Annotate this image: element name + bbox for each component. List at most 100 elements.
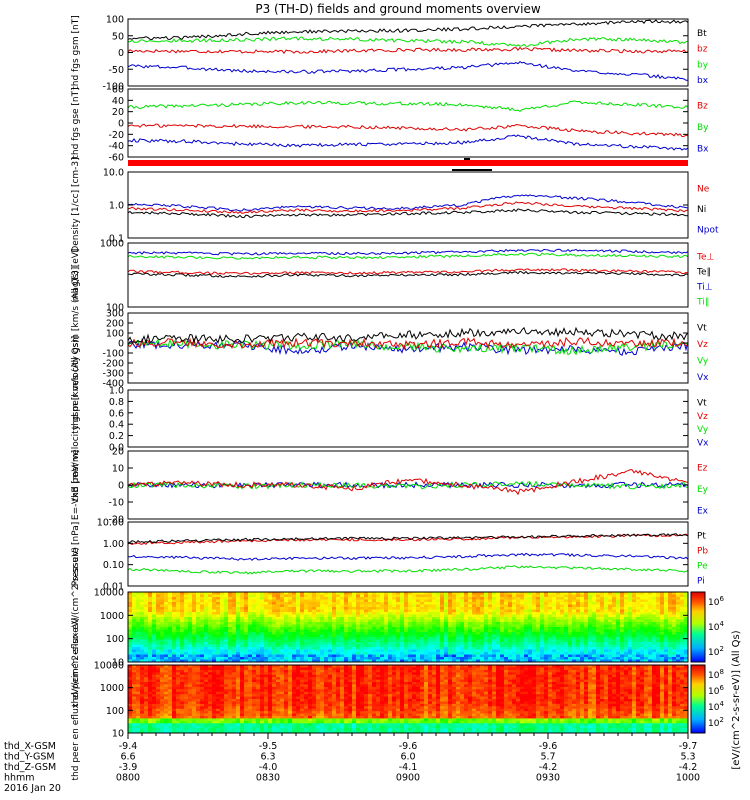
heatmap-cell [568, 652, 573, 655]
heatmap-cell [208, 711, 213, 715]
heatmap-cell [624, 607, 629, 610]
heatmap-cell [240, 597, 245, 600]
heatmap-cell [620, 614, 625, 618]
heatmap-cell [260, 617, 265, 620]
heatmap-cell [148, 711, 153, 715]
heatmap-cell [200, 686, 205, 690]
heatmap-cell [460, 602, 465, 605]
heatmap-cell [568, 634, 573, 638]
heatmap-cell [420, 642, 425, 645]
heatmap-cell [288, 614, 293, 618]
heatmap-cell [512, 597, 517, 600]
heatmap-cell [172, 718, 177, 722]
heatmap-cell [336, 624, 341, 628]
heatmap-cell [660, 639, 665, 643]
heatmap-cell [164, 691, 169, 695]
heatmap-cell [452, 609, 457, 613]
heatmap-cell [584, 604, 589, 608]
heatmap-cell [392, 634, 397, 638]
heatmap-cell [500, 592, 505, 595]
heatmap-cell [276, 632, 281, 635]
heatmap-cell [280, 629, 285, 633]
heatmap-cell [388, 654, 393, 658]
heatmap-cell [476, 637, 481, 640]
heatmap-cell [648, 597, 653, 600]
heatmap-cell [164, 718, 169, 722]
heatmap-cell [320, 632, 325, 635]
heatmap-cell [356, 652, 361, 655]
heatmap-cell [168, 642, 173, 645]
heatmap-cell [180, 629, 185, 633]
heatmap-cell [172, 647, 177, 650]
heatmap-cell [288, 642, 293, 645]
heatmap-cell [248, 619, 253, 623]
heatmap-cell [216, 654, 221, 658]
heatmap-cell [132, 639, 137, 643]
heatmap-cell [168, 612, 173, 615]
heatmap-cell [612, 614, 617, 618]
heatmap-cell [200, 602, 205, 605]
heatmap-cell [628, 634, 633, 638]
heatmap-cell [360, 604, 365, 608]
heatmap-cell [140, 592, 145, 595]
heatmap-cell [236, 644, 241, 648]
heatmap-cell [228, 730, 233, 734]
heatmap-cell [672, 594, 677, 598]
heatmap-cell [216, 632, 221, 635]
heatmap-cell [256, 604, 261, 608]
heatmap-cell [172, 594, 177, 598]
series-line-Ti∥ [127, 252, 689, 260]
heatmap-cell [216, 639, 221, 643]
heatmap-cell [180, 713, 185, 717]
heatmap-cell [192, 627, 197, 630]
legend-Te∥: Te∥ [696, 268, 711, 278]
heatmap-cell [164, 667, 169, 671]
heatmap-cell [348, 622, 353, 625]
heatmap-cell [148, 622, 153, 625]
heatmap-cell [252, 607, 257, 610]
heatmap-cell [184, 672, 189, 676]
y-tick-label: 100 [106, 15, 124, 26]
heatmap-cell [376, 659, 381, 663]
heatmap-cell [584, 632, 589, 635]
heatmap-cell [460, 649, 465, 653]
heatmap-cell [396, 599, 401, 603]
heatmap-cell [584, 649, 589, 653]
heatmap-cell [628, 632, 633, 635]
heatmap-cell [660, 602, 665, 605]
heatmap-cell [588, 619, 593, 623]
heatmap-cell [148, 639, 153, 643]
heatmap-cell [208, 696, 213, 700]
legend-Ey: Ey [697, 485, 709, 495]
legend-Bz: Bz [697, 102, 708, 112]
heatmap-cell [132, 647, 137, 650]
heatmap-cell [548, 614, 553, 618]
heatmap-cell [628, 614, 633, 618]
heatmap-cell [308, 654, 313, 658]
heatmap-cell [264, 619, 269, 623]
heatmap-cell [156, 701, 161, 705]
heatmap-cell [540, 629, 545, 633]
heatmap-cell [552, 627, 557, 630]
heatmap-cell [228, 708, 233, 712]
heatmap-cell [560, 647, 565, 650]
legend-Ez: Ez [697, 464, 708, 474]
heatmap-cell [308, 612, 313, 615]
heatmap-cell [188, 708, 193, 712]
heatmap-cell [208, 691, 213, 695]
heatmap-cell [608, 629, 613, 633]
heatmap-cell [532, 634, 537, 638]
heatmap-cell [588, 654, 593, 658]
heatmap-cell [244, 679, 249, 683]
heatmap-cell [272, 614, 277, 618]
heatmap-cell [128, 691, 133, 695]
heatmap-cell [240, 642, 245, 645]
heatmap-cell [528, 654, 533, 658]
heatmap-cell [272, 649, 277, 653]
heatmap-cell [564, 647, 569, 650]
heatmap-cell [648, 614, 653, 618]
heatmap-cell [672, 627, 677, 630]
heatmap-cell [212, 649, 217, 653]
heatmap-cell [516, 637, 521, 640]
heatmap-cell [168, 730, 173, 734]
